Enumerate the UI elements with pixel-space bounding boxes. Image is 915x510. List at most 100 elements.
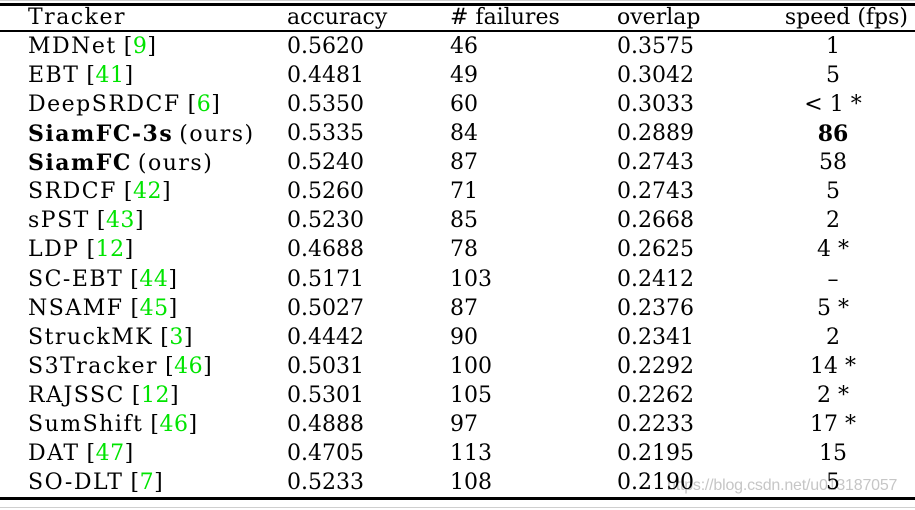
table-row: SiamFC-3s (ours) 0.5335 84 0.2889 86 [0, 119, 915, 148]
speed-value: 2 [826, 208, 840, 234]
tracker-cell: SO-DLT [7] [28, 470, 287, 495]
overlap-value: 0.3033 [617, 92, 694, 118]
citation: [7] [130, 470, 163, 495]
table-row: DeepSRDCF [6] 0.5350 60 0.3033 <1 * [0, 90, 915, 119]
realtime-asterisk: * [850, 92, 862, 118]
table-row: DAT [47] 0.4705 113 0.2195 15 [0, 439, 915, 468]
citation-number[interactable]: 12 [140, 382, 170, 408]
bracket-close: ] [203, 353, 213, 379]
tracker-name: S3Tracker [28, 353, 159, 379]
bottom-rule [0, 497, 915, 500]
top-faint-rule [0, 0, 915, 1]
tracker-name: NSAMF [28, 295, 124, 321]
citation-number[interactable]: 43 [105, 208, 135, 234]
tracker-cell: NSAMF [45] [28, 296, 287, 321]
tracker-cell: SumShift [46] [28, 412, 287, 437]
tracker-cell: LDP [12] [28, 237, 287, 262]
speed-value: 5 [826, 469, 840, 495]
bracket-open: [ [123, 179, 133, 205]
header-accuracy: accuracy [287, 5, 388, 30]
speed-value: 1 [826, 34, 840, 60]
tracker-cell: S3Tracker [46] [28, 354, 287, 379]
header-separator-rule [0, 30, 915, 32]
bracket-open: [ [86, 63, 96, 89]
accuracy-value: 0.4481 [287, 63, 364, 89]
failures-value: 97 [450, 411, 478, 437]
table-row: LDP [12] 0.4688 78 0.2625 4 * [0, 235, 915, 264]
bracket-open: [ [130, 295, 140, 321]
table-row: SO-DLT [7] 0.5233 108 0.2190 5 [0, 468, 915, 497]
speed-value: 2 [817, 382, 831, 408]
failures-value: 87 [450, 295, 478, 321]
citation-number[interactable]: 12 [95, 237, 125, 263]
bracket-open: [ [123, 34, 133, 60]
overlap-value: 0.2743 [617, 179, 694, 205]
failures-value: 103 [450, 266, 492, 292]
table-row: MDNet [9] 0.5620 46 0.3575 1 [0, 32, 915, 61]
citation-number[interactable]: 6 [196, 92, 212, 118]
bracket-close: ] [134, 208, 145, 234]
citation-number[interactable]: 3 [169, 324, 184, 350]
table-row: RAJSSC [12] 0.5301 105 0.2262 2 * [0, 381, 915, 410]
citation-number[interactable]: 44 [139, 266, 169, 292]
bracket-open: [ [86, 440, 96, 466]
tracker-name: SC-EBT [28, 266, 124, 292]
accuracy-value: 0.5350 [287, 92, 364, 118]
tracker-name: SumShift [28, 411, 144, 437]
speed-value: 2 [826, 324, 840, 350]
tracker-name: LDP [28, 237, 80, 263]
citation: [9] [124, 34, 157, 59]
table-row: EBT [41] 0.4481 49 0.3042 5 [0, 61, 915, 90]
speed-value: 4 [817, 237, 831, 263]
accuracy-value: 0.5230 [287, 208, 364, 234]
accuracy-value: 0.5031 [287, 353, 364, 379]
speed-cell: 1 [751, 34, 915, 59]
overlap-value: 0.2743 [617, 150, 694, 176]
accuracy-value: 0.5335 [287, 121, 364, 147]
failures-value: 100 [450, 353, 492, 379]
realtime-asterisk: * [838, 295, 849, 321]
realtime-asterisk: * [845, 353, 856, 379]
overlap-value: 0.3042 [617, 63, 694, 89]
speed-cell: 5 [751, 179, 915, 204]
accuracy-value: 0.4705 [287, 440, 364, 466]
tracker-cell: RAJSSC [12] [28, 383, 287, 408]
bracket-close: ] [154, 469, 164, 495]
citation: [3] [160, 325, 193, 350]
tracker-name: RAJSSC [28, 382, 125, 408]
speed-cell: – [751, 267, 915, 292]
citation: [46] [150, 412, 197, 437]
citation-number[interactable]: 46 [174, 353, 204, 379]
citation-number[interactable]: 7 [139, 469, 155, 495]
tracker-cell: EBT [41] [28, 63, 287, 88]
overlap-value: 0.2341 [617, 324, 694, 350]
overlap-value: 0.2233 [617, 411, 694, 437]
citation-number[interactable]: 45 [139, 295, 169, 321]
bracket-close: ] [147, 34, 157, 60]
realtime-asterisk: * [838, 382, 849, 408]
citation-number[interactable]: 9 [132, 34, 148, 60]
tracker-name: StruckMK [28, 324, 154, 350]
citation-number[interactable]: 46 [159, 411, 189, 437]
overlap-value: 0.2376 [617, 295, 694, 321]
speed-value: 15 [819, 440, 847, 466]
tracker-name: SiamFC [28, 149, 132, 176]
failures-value: 84 [450, 121, 478, 147]
tracker-cell: SiamFC-3s (ours) [28, 121, 287, 147]
table-row: SC-EBT [44] 0.5171 103 0.2412– [0, 265, 915, 294]
table-row: NSAMF [45] 0.5027 87 0.2376 5 * [0, 294, 915, 323]
accuracy-value: 0.5171 [287, 266, 364, 292]
speed-cell: 14 * [751, 354, 915, 379]
overlap-value: 0.2190 [617, 469, 694, 495]
speed-value: 5 [817, 295, 831, 321]
citation-number[interactable]: 47 [95, 440, 125, 466]
overlap-value: 0.3575 [617, 34, 694, 60]
citation-number[interactable]: 41 [95, 63, 125, 89]
bracket-close: ] [169, 382, 180, 408]
speed-cell: 4 * [751, 237, 915, 262]
accuracy-value: 0.4888 [287, 411, 364, 437]
bracket-close: ] [183, 324, 193, 350]
citation-number[interactable]: 42 [132, 179, 162, 205]
citation: [6] [188, 92, 221, 117]
